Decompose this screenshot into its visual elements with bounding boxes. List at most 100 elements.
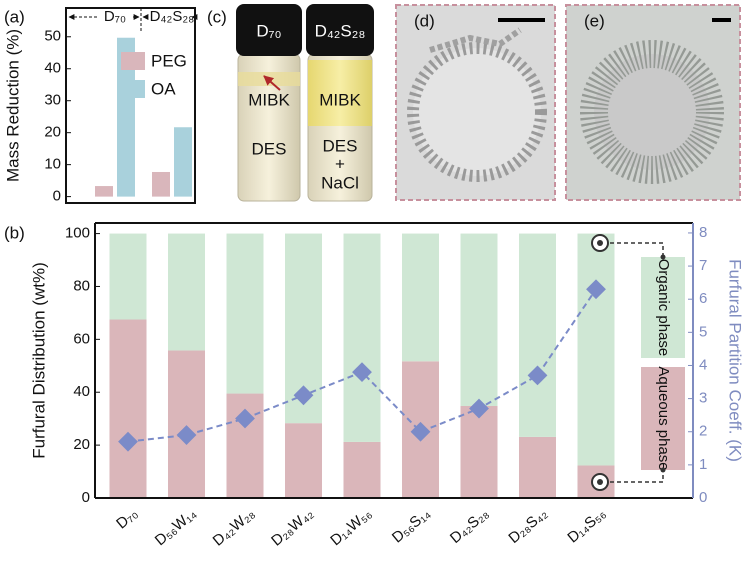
arrow [263,75,281,91]
y-tick-label: 50 [44,28,61,45]
y-tick-label: 100 [65,225,90,242]
vial-cap-label: D₇₀ [256,21,281,40]
legend-label: OA [151,79,176,98]
y-axis-label: Mass Reduction (%) [3,29,22,182]
bar-segment [343,441,381,498]
bar-segment [519,233,556,437]
y-tick-label: 80 [73,277,90,294]
y2-tick-label: 6 [699,290,707,307]
crystals [429,27,522,53]
y-tick-label: 0 [53,188,61,205]
marker [352,362,372,382]
bar-segment [343,233,381,442]
bar-segment [109,233,147,320]
callout-line [610,242,664,257]
panel-label: (c) [207,7,227,26]
vial-cap-label: D₄₂S₂₈ [315,21,366,40]
y2-axis-label: Furfural Partition Coeff. (K) [726,259,745,462]
legend-box [641,367,685,470]
vial-label: MIBK [319,90,361,109]
y2-tick-label: 3 [699,390,707,407]
y2-tick-label: 2 [699,423,707,440]
callout-line [610,470,664,483]
y-tick-label: 40 [73,383,90,400]
legend-label: PEG [151,51,187,70]
y2-tick-label: 5 [699,323,707,340]
bar-segment [109,319,147,498]
bar-segment [168,350,205,498]
y-tick-label: 60 [73,330,90,347]
y2-tick-label: 7 [699,257,707,274]
vial-label: DES [252,139,287,158]
photo-c: (c) D₇₀ MIBK DES D₄₂S₂₈ MIBK DES + NaCl [207,4,374,202]
x-tick-label: D₂₈W₄₂ [268,505,317,550]
marker [176,425,197,445]
bar [152,171,170,197]
legend-label: Aqueous phase [655,366,672,470]
marker [118,431,138,452]
bar-segment [402,233,439,362]
y2-tick-label: 1 [699,456,707,473]
vial-label: DES [323,136,358,155]
callout-end [660,467,666,473]
marker [469,398,489,419]
crystal-ring [580,40,724,184]
marker [527,365,548,386]
callout-dot [597,240,603,246]
category-label: D₇₀ [104,8,126,25]
marker [410,421,431,442]
y2-tick-label: 0 [699,489,707,506]
panel-label: (e) [584,11,605,30]
y-tick-label: 40 [44,60,61,77]
legend-swatch [121,52,145,70]
x-tick-label: D₅₆S₁₄ [389,505,434,546]
organic-layer [308,60,372,126]
panel-label: (d) [414,11,435,30]
photo-e: (e) [565,4,741,201]
panel-label: (a) [4,7,25,26]
panel-label: (b) [4,223,25,242]
callout-end [660,254,666,260]
y2-tick-label: 4 [699,356,707,373]
y-tick-label: 20 [73,436,90,453]
x-tick-label: D₄₂W₂₈ [210,505,258,550]
bar [174,127,192,197]
vial-label: MIBK [248,90,290,109]
meniscus [238,72,300,86]
marker [586,279,606,300]
legend-box [641,257,685,358]
y-tick-label: 30 [44,92,61,109]
bar-segment [460,233,498,406]
marker [235,408,255,429]
y-tick-label: 20 [44,124,61,141]
y-axis-label: Furfural Distribution (wt%) [29,262,48,459]
bar-segment [285,423,322,498]
vial-cap [306,4,374,56]
vial-cap [236,4,302,56]
plot-frame [65,7,196,204]
bar-segment [460,405,498,498]
vial-label: + [335,154,345,173]
category-label: D₄₂S₂₈ [150,8,195,25]
legend-swatch [121,80,145,98]
x-tick-label: D₅₆W₁₄ [152,505,200,549]
x-tick-label: D₂₈S₄₂ [505,505,550,547]
y2-tick-label: 8 [699,224,707,241]
bar-segment [519,436,556,498]
callout-dot [597,479,603,485]
bar-segment [226,233,264,394]
crystal-ring [407,42,547,182]
vial-label: NaCl [321,173,359,192]
bar [117,37,135,197]
x-tick-label: D₁₄W₅₆ [327,505,375,549]
marker [293,385,314,406]
bar-segment [168,233,205,351]
bar-segment [577,233,615,466]
photo-d: (d) [395,4,556,201]
legend-label: Organic phase [655,259,672,357]
y-tick-label: 0 [82,489,90,506]
y-tick-label: 10 [44,156,61,173]
x-tick-label: D₇₀ [113,505,141,532]
x-tick-label: D₁₄S₅₆ [564,505,609,546]
